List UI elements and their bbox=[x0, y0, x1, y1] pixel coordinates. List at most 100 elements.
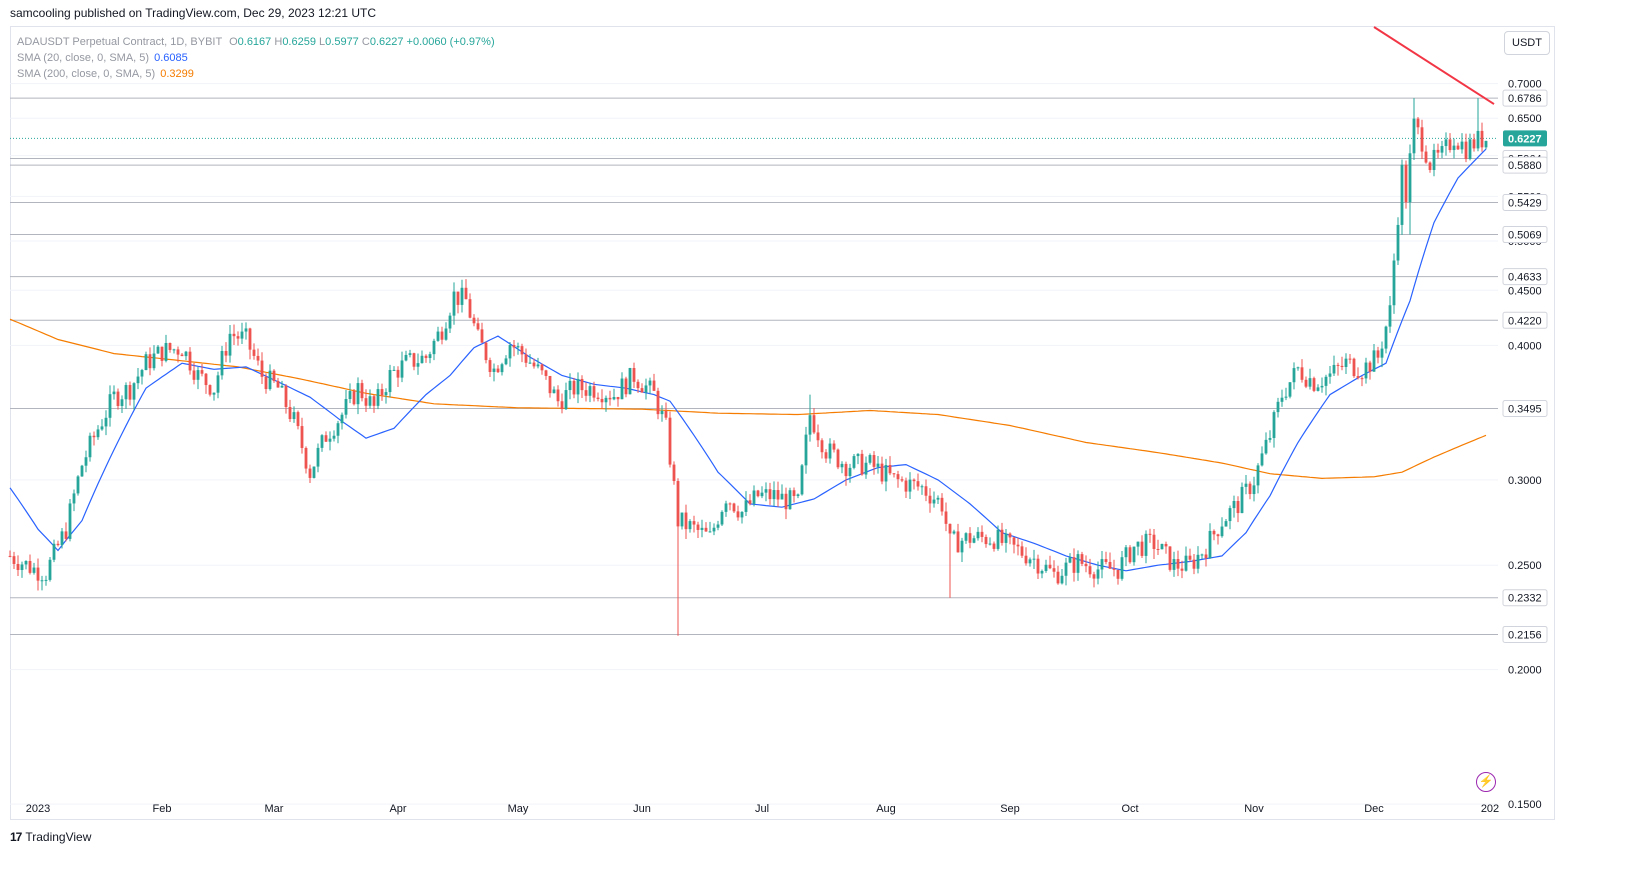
candle-body bbox=[1112, 568, 1116, 570]
candle bbox=[328, 431, 332, 451]
legend-c-label: C bbox=[361, 36, 370, 48]
candle-body bbox=[700, 527, 704, 530]
legend-sma200-row: SMA (200, close, 0, SMA, 5) 0.3299 bbox=[17, 66, 495, 82]
candle-body bbox=[900, 479, 904, 481]
candle-body bbox=[636, 381, 640, 389]
candle bbox=[1184, 546, 1188, 572]
candle bbox=[548, 375, 552, 398]
level-label-text: 0.2332 bbox=[1508, 593, 1542, 605]
candle bbox=[1384, 325, 1388, 354]
candle bbox=[476, 317, 480, 331]
candle bbox=[824, 449, 828, 463]
candle bbox=[108, 385, 112, 427]
candle-body bbox=[376, 389, 380, 406]
sma200-line bbox=[9, 318, 1487, 480]
candle-body bbox=[880, 463, 884, 482]
candle bbox=[460, 279, 464, 313]
candle bbox=[692, 515, 696, 533]
price-tick-label: 0.7000 bbox=[1508, 79, 1542, 91]
candle-body bbox=[1196, 554, 1200, 569]
candle bbox=[536, 357, 540, 369]
candle bbox=[160, 346, 164, 367]
candle bbox=[152, 345, 156, 371]
candle bbox=[1016, 537, 1020, 556]
candle bbox=[840, 461, 844, 474]
candle bbox=[1232, 495, 1236, 518]
legend-sma20-label: SMA (20, close, 0, SMA, 5) bbox=[17, 52, 150, 64]
candle-body bbox=[592, 386, 596, 398]
candle bbox=[908, 472, 912, 499]
candle bbox=[544, 369, 548, 380]
level-label: 0.5429 bbox=[1502, 193, 1548, 211]
candle-body bbox=[60, 531, 64, 546]
candle-body bbox=[624, 378, 628, 395]
candle bbox=[1100, 550, 1104, 579]
candle bbox=[308, 464, 312, 484]
candle bbox=[968, 527, 972, 549]
candle bbox=[584, 382, 588, 402]
candle-body bbox=[1012, 537, 1016, 545]
level-label-box bbox=[1502, 399, 1548, 417]
candle-body bbox=[868, 455, 872, 463]
candle bbox=[136, 368, 140, 390]
candle-body bbox=[816, 432, 820, 441]
candle-body bbox=[124, 385, 128, 400]
candle bbox=[220, 345, 224, 380]
candle-body bbox=[760, 492, 764, 497]
candle bbox=[300, 417, 304, 454]
price-tick-label: 0.2000 bbox=[1508, 665, 1542, 677]
candle-body bbox=[556, 389, 560, 402]
candle-body bbox=[396, 369, 400, 378]
candle-body bbox=[1284, 396, 1288, 398]
currency-unit-button[interactable]: USDT bbox=[1504, 31, 1550, 55]
candle-body bbox=[1036, 558, 1040, 574]
candle bbox=[104, 410, 108, 436]
candle bbox=[400, 351, 404, 383]
candle-body bbox=[1392, 260, 1396, 306]
candle bbox=[564, 382, 568, 410]
candle bbox=[764, 482, 768, 502]
level-label-box bbox=[1502, 625, 1548, 643]
candle bbox=[660, 405, 664, 422]
candle bbox=[472, 314, 476, 327]
candle bbox=[1408, 144, 1412, 235]
candle bbox=[740, 511, 744, 524]
candle bbox=[528, 354, 532, 364]
candle-body bbox=[752, 490, 756, 504]
chart-pane[interactable] bbox=[10, 26, 1555, 820]
candle-body bbox=[492, 368, 496, 372]
candle bbox=[552, 386, 556, 394]
candle bbox=[1456, 142, 1460, 151]
footer-brand[interactable]: 17 TradingView bbox=[10, 830, 91, 844]
legend-o-label: O bbox=[229, 36, 238, 48]
candle-body bbox=[1484, 140, 1488, 148]
candle-body bbox=[1232, 500, 1236, 509]
lightning-icon[interactable]: ⚡ bbox=[1476, 772, 1496, 792]
candle-body bbox=[1080, 554, 1084, 564]
price-tick-label: 0.4000 bbox=[1508, 340, 1542, 352]
candle bbox=[1256, 463, 1260, 494]
candle-body bbox=[188, 351, 192, 371]
time-tick-label: Dec bbox=[1364, 803, 1384, 815]
candle bbox=[1008, 532, 1012, 545]
candle bbox=[1144, 530, 1148, 564]
candle-body bbox=[1212, 530, 1216, 535]
candle-body bbox=[72, 493, 76, 504]
candle bbox=[1272, 410, 1276, 448]
candle bbox=[288, 399, 292, 423]
candle-body bbox=[300, 426, 304, 448]
candle-body bbox=[392, 369, 396, 371]
candle-body bbox=[436, 331, 440, 341]
price-tick-label: 0.6500 bbox=[1508, 113, 1542, 125]
candle-body bbox=[656, 390, 660, 415]
candle bbox=[172, 348, 176, 354]
candle-body bbox=[964, 533, 968, 541]
candle bbox=[1432, 143, 1436, 177]
candle bbox=[132, 382, 136, 410]
candle bbox=[88, 432, 92, 462]
candle-body bbox=[416, 363, 420, 367]
candle bbox=[80, 464, 84, 477]
candle bbox=[936, 495, 940, 504]
candle-body bbox=[148, 354, 152, 369]
